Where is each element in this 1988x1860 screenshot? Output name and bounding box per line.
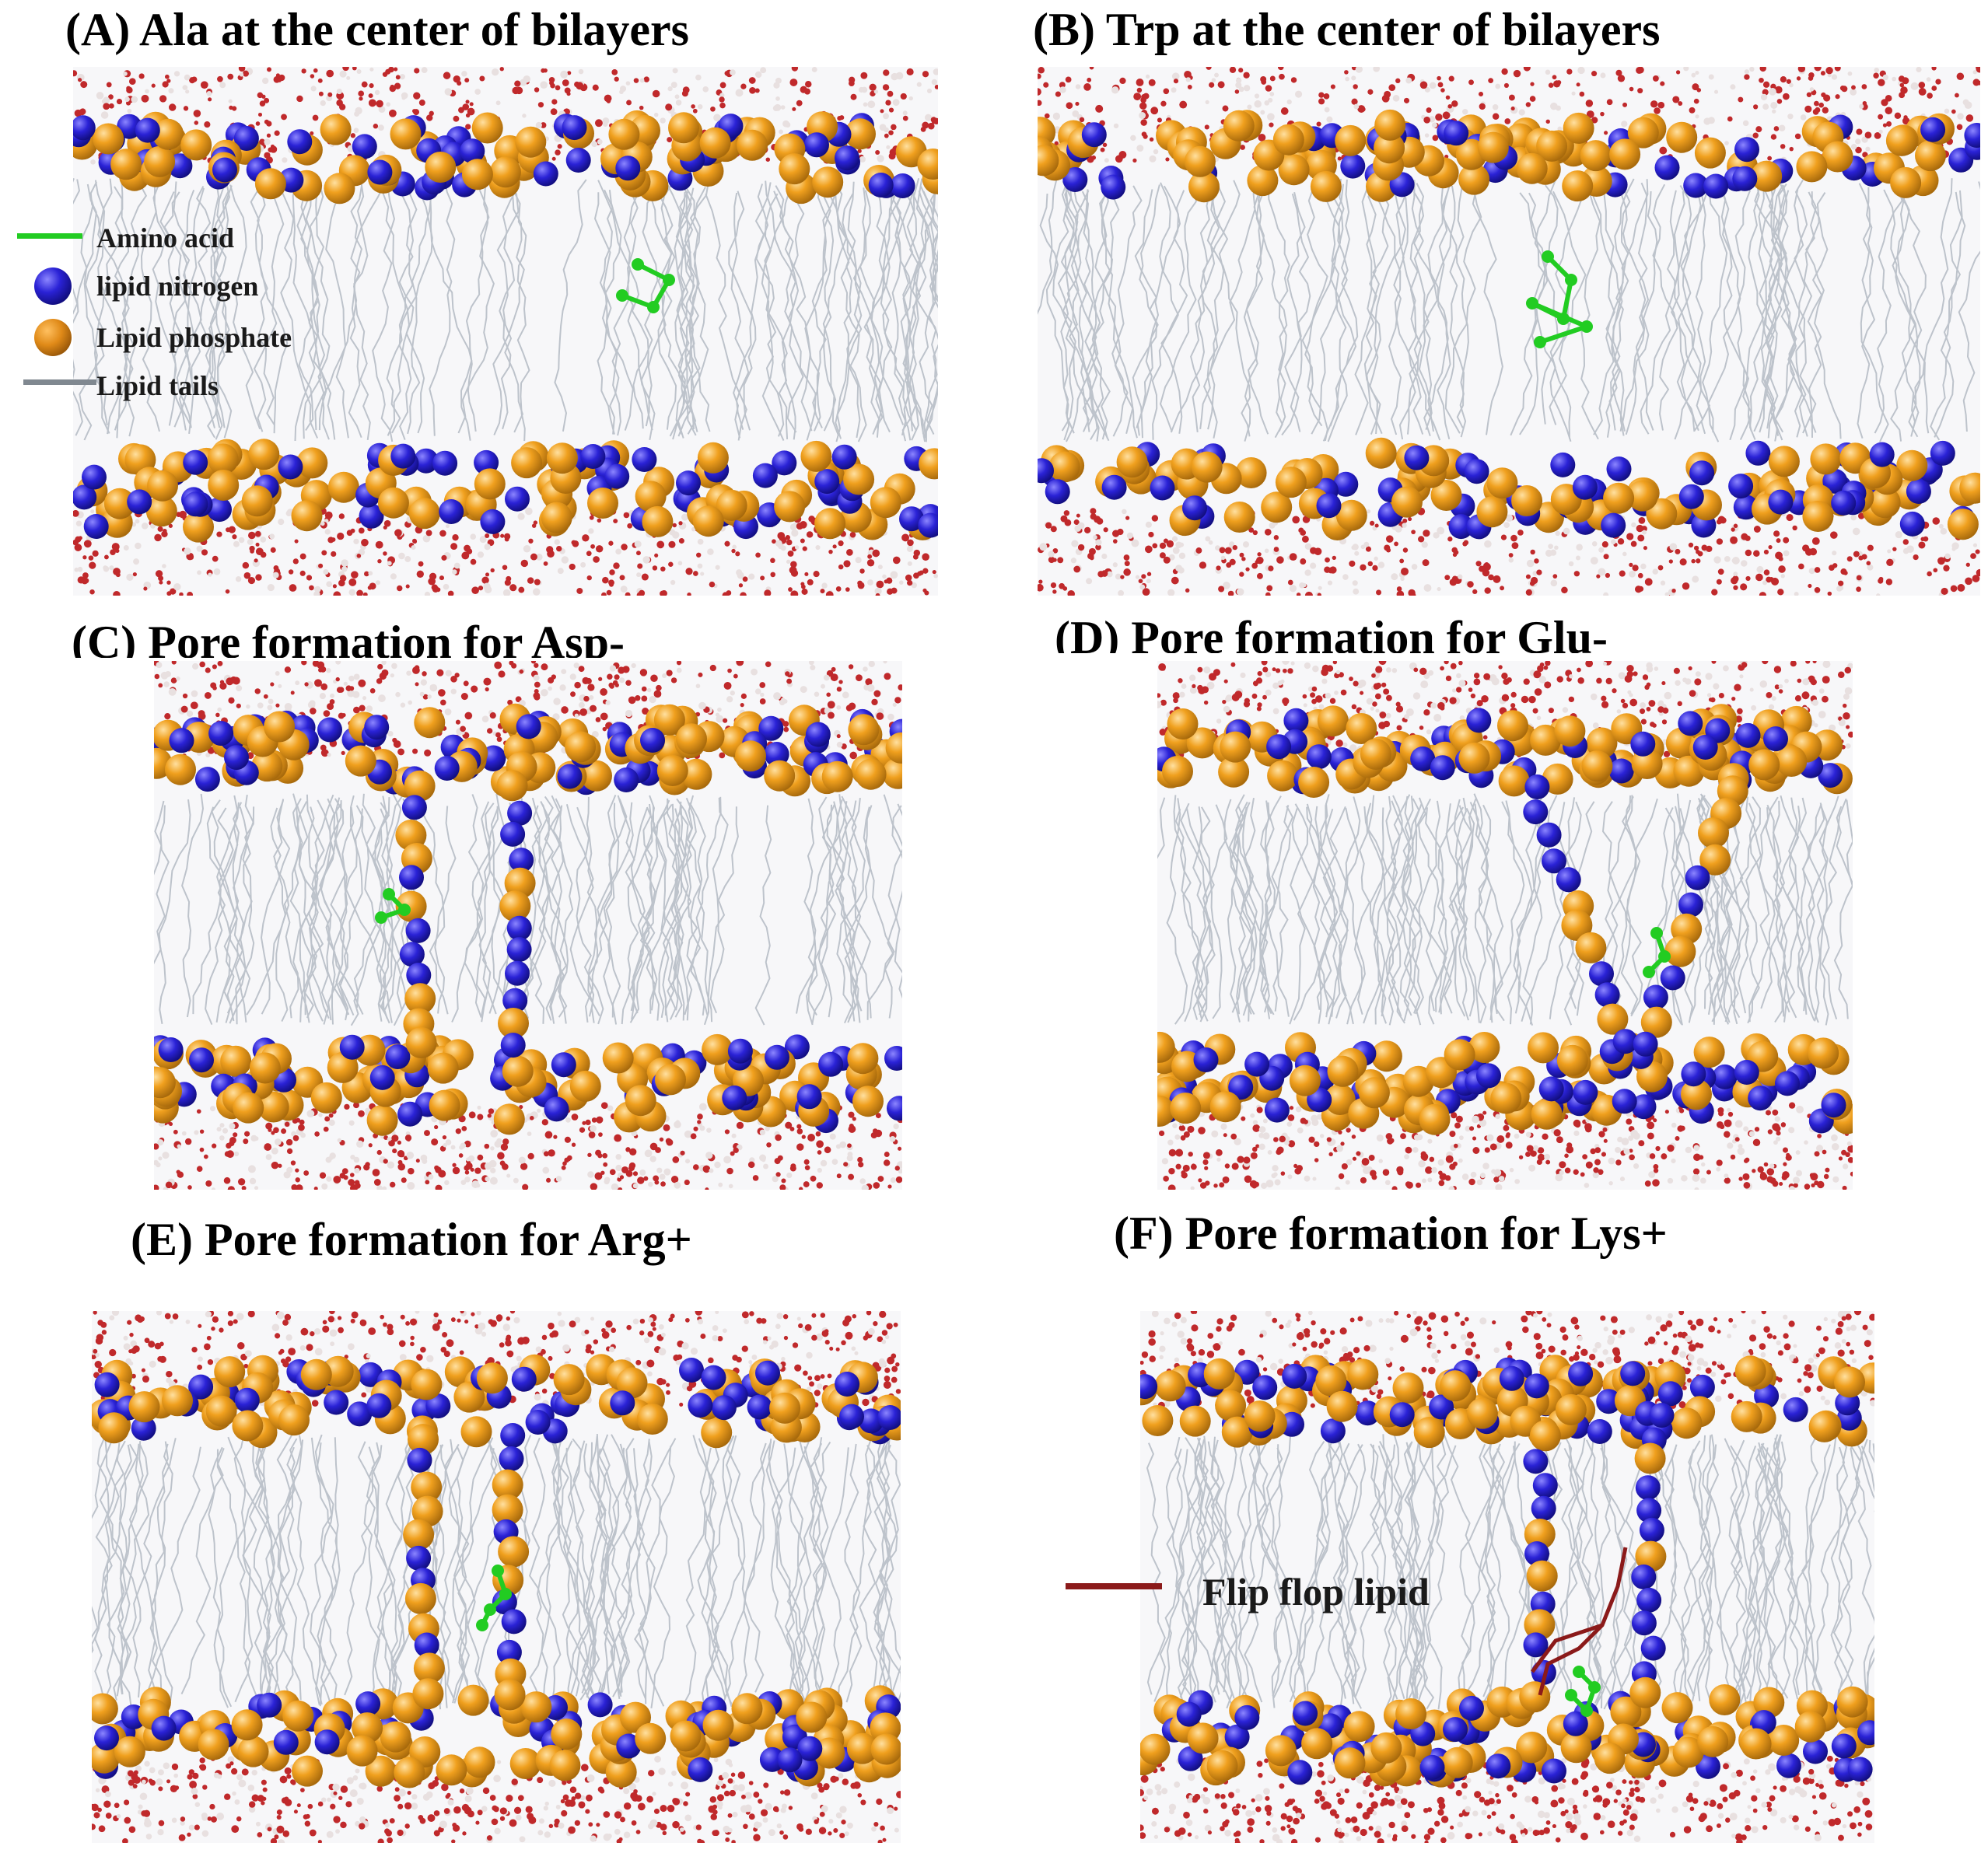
- panel-a-lipid-tails: [73, 177, 938, 442]
- panel-a-amino-acid: [616, 258, 675, 313]
- panel-a-lipid-headgroups: [73, 110, 938, 543]
- panel-d-amino-acid: [1643, 927, 1671, 978]
- panel-d-lipid-tails: [1157, 793, 1853, 1026]
- flip-flop-lipid-tail: [1531, 1623, 1603, 1673]
- legend-amino-acid-swatch: [17, 233, 82, 239]
- panel-e-lipid-tails: [92, 1433, 901, 1710]
- panel-c-snapshot: [154, 661, 902, 1190]
- flip-flop-lipid-label: Flip flop lipid: [1202, 1570, 1430, 1614]
- panel-d-lipid-headgroups: [1157, 704, 1853, 1135]
- legend-lipid-nitrogen-swatch: [34, 267, 72, 305]
- panel-e-title: (E) Pore formation for Arg+: [131, 1214, 692, 1265]
- legend-amino-acid-label: Amino acid: [96, 222, 235, 253]
- panel-f-title: (F) Pore formation for Lys+: [1114, 1208, 1668, 1259]
- panel-c-title: (C) Pore formation for Asp-: [72, 619, 625, 658]
- panel-f-snapshot: [1140, 1311, 1874, 1843]
- panel-b-lipid-headgroups: [1038, 109, 1980, 540]
- panel-a-snapshot: [73, 67, 938, 596]
- panel-b-lipid-tails: [1038, 177, 1980, 442]
- legend-lipid-phosphate-swatch: [34, 319, 72, 356]
- panel-c-lipid-headgroups: [154, 703, 902, 1136]
- legend-lipid-tails-swatch: [23, 379, 96, 385]
- legend-lipid-nitrogen-label: lipid nitrogen: [96, 271, 259, 302]
- panel-b-snapshot: [1038, 67, 1980, 596]
- panel-c-amino-acid: [375, 888, 411, 924]
- panel-b-amino-acid: [1526, 250, 1593, 348]
- legend-lipid-tails-label: Lipid tails: [96, 370, 219, 401]
- flip-flop-lipid: [1538, 1547, 1628, 1696]
- panel-a-title: (A) Ala at the center of bilayers: [65, 4, 690, 55]
- panel-b-title: (B) Trp at the center of bilayers: [1033, 4, 1661, 55]
- panel-d-title: (D) Pore formation for Glu-: [1055, 614, 1608, 653]
- flip-flop-legend-swatch: [1066, 1583, 1162, 1589]
- panel-e-amino-acid: [476, 1565, 512, 1631]
- panel-d-snapshot: [1157, 661, 1853, 1190]
- panel-e-lipid-headgroups: [92, 1354, 901, 1788]
- panel-e-snapshot: [92, 1311, 901, 1843]
- panel-f-lipid-headgroups: [1140, 1355, 1874, 1788]
- panel-f-amino-acid: [1565, 1666, 1601, 1717]
- legend-lipid-phosphate-label: Lipid phosphate: [96, 322, 292, 353]
